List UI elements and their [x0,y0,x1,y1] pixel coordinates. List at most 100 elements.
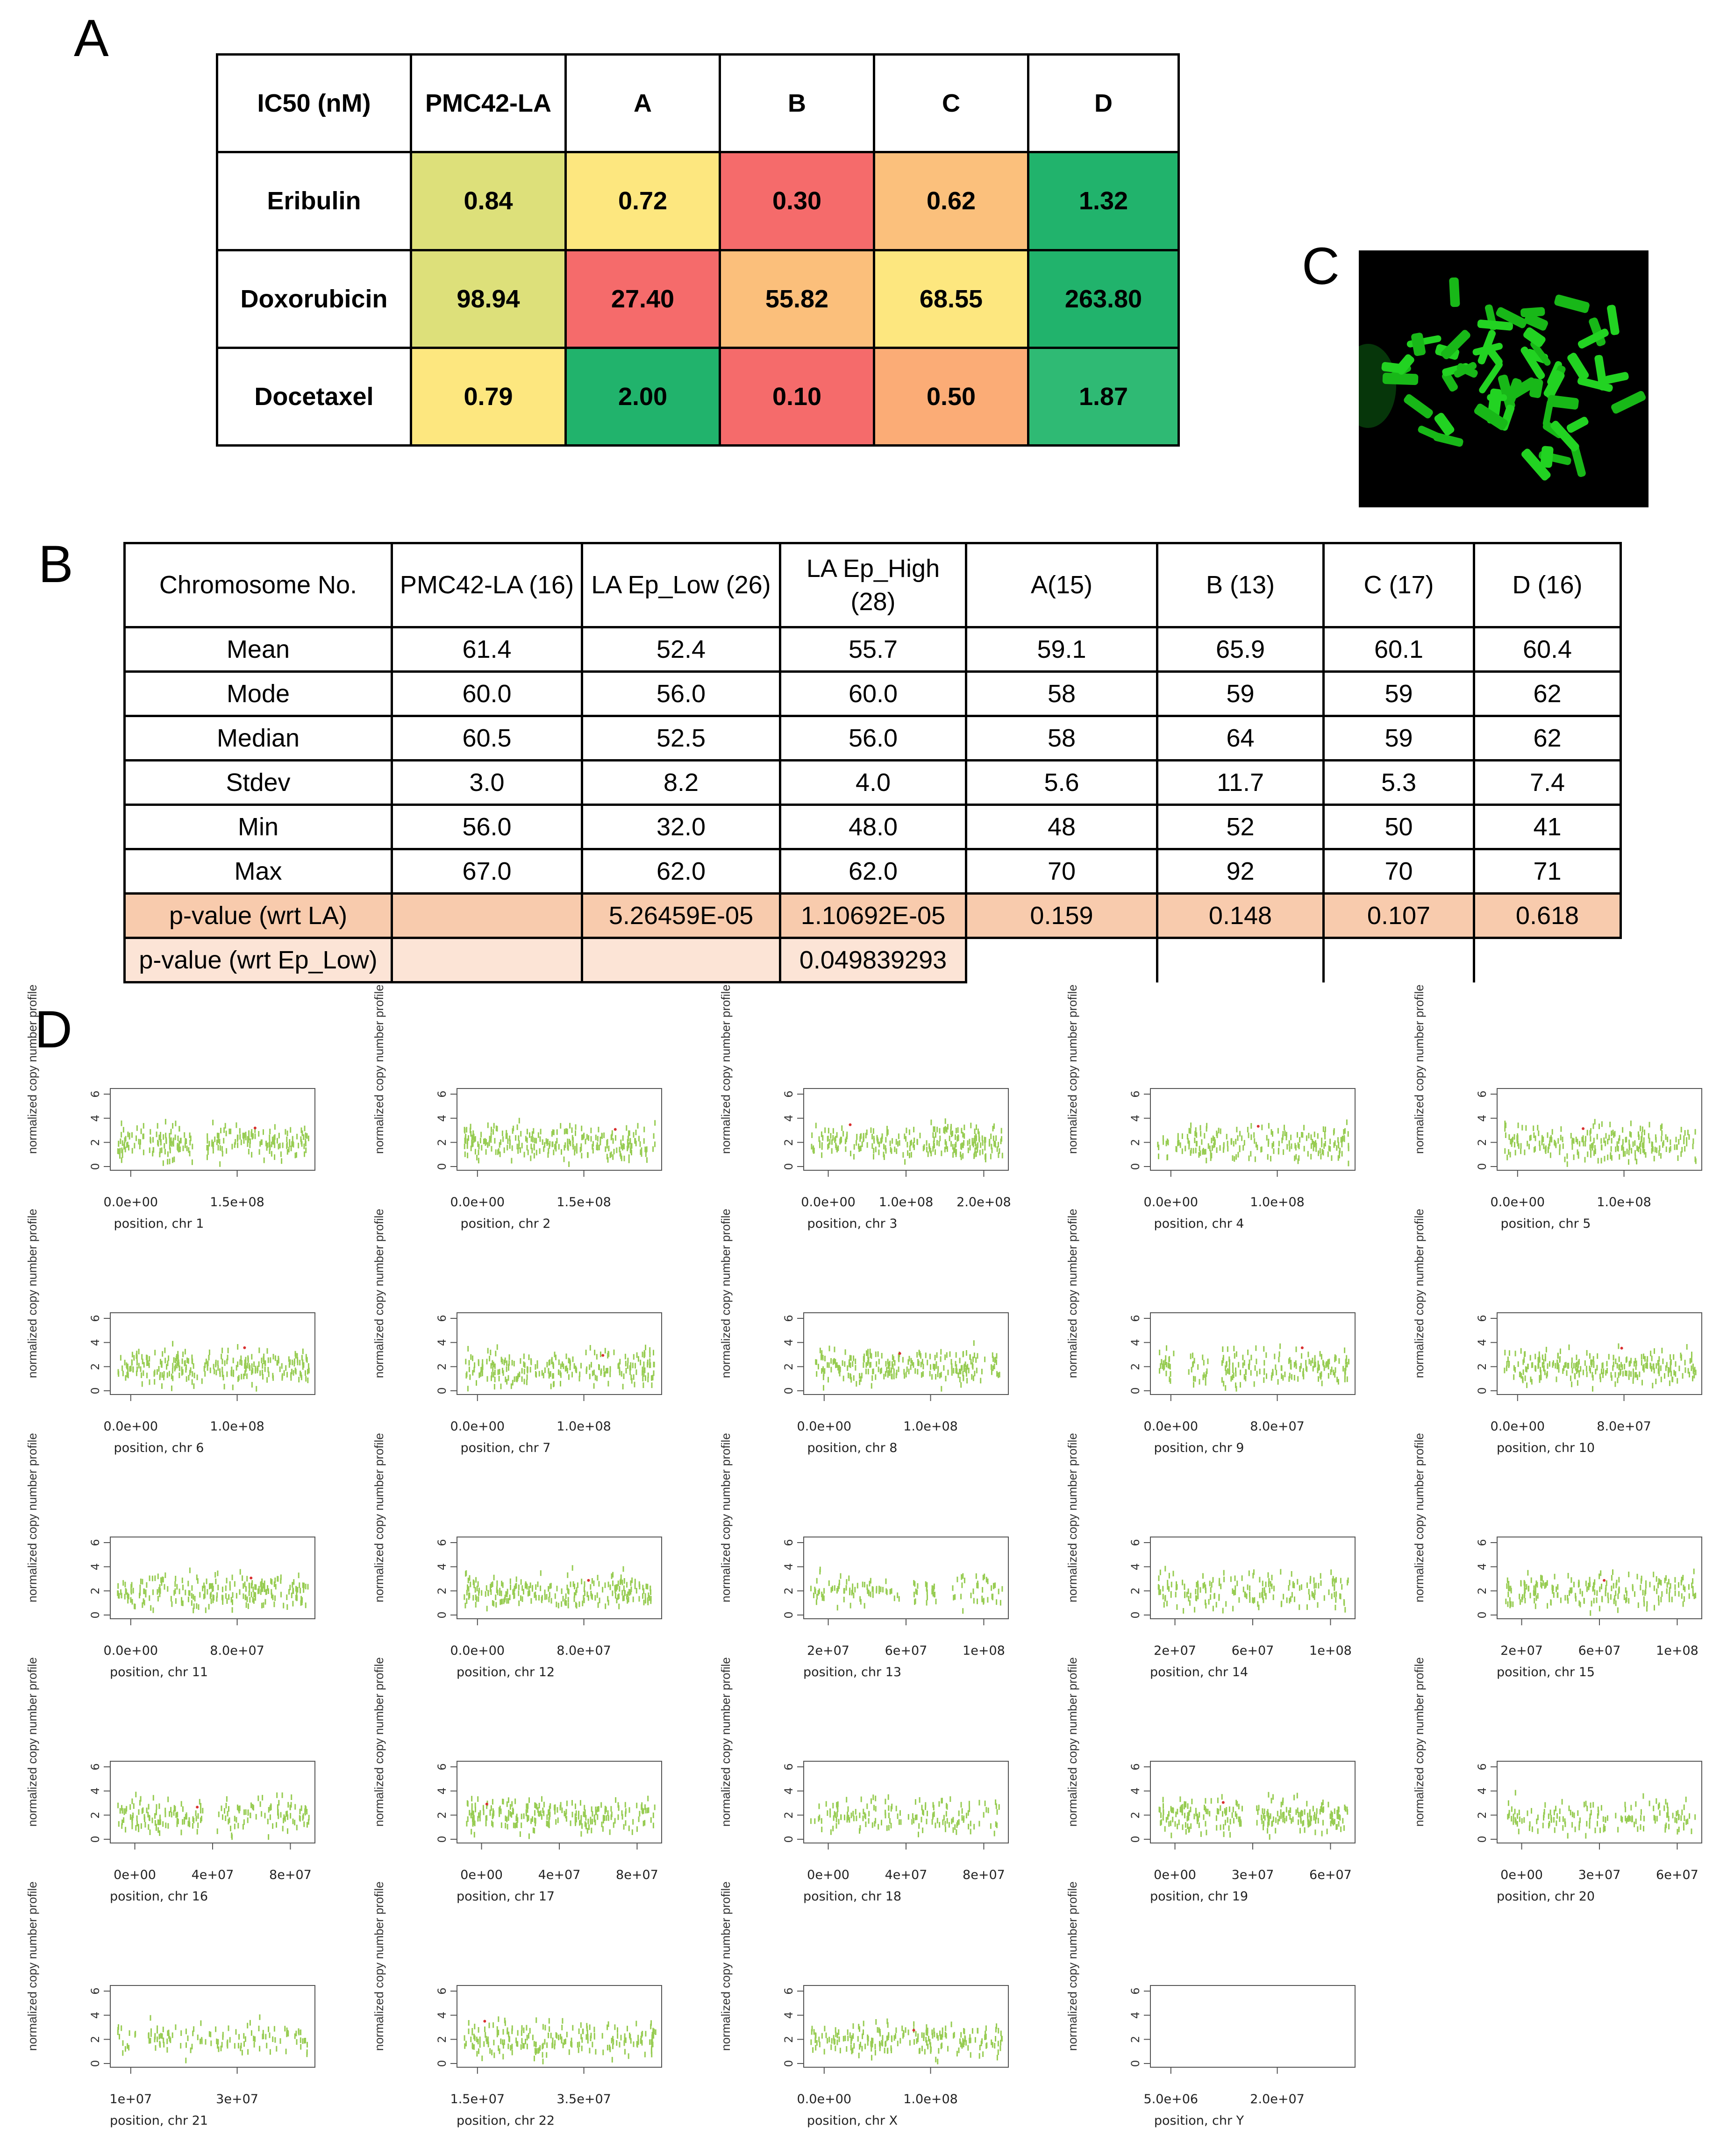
y-tick-label: 0 [1476,1836,1489,1843]
y-tick-label: 2 [435,1139,449,1146]
stat-value: 55.7 [779,626,967,673]
x-tick-label: 6e+07 [1309,1868,1352,1882]
ic50-header-cell: PMC42-LA [410,53,567,154]
plot-frame [1150,1312,1356,1395]
y-tick-label: 4 [1476,1563,1489,1570]
y-tick-label: 6 [89,1315,102,1322]
scatter-plot-area: 0 2 4 6 [782,1985,1009,2074]
y-tick-label: 0 [435,1611,449,1618]
outlier-point [1256,1124,1260,1128]
chromosome-blob [1411,333,1426,356]
ic50-value: 0.79 [410,346,567,447]
chromosome-header-cell: B (13) [1156,542,1325,628]
y-tick-label: 6 [89,1987,102,1994]
x-tick-label: 2e+07 [1500,1644,1543,1658]
chromosome-header-cell: Chromosome No. [123,542,393,628]
y-tick-label: 0 [1129,1163,1142,1170]
y-tick-label: 2 [782,1139,795,1146]
y-tick-label: 2 [435,2036,449,2043]
x-tick-label: 0.0e+00 [1490,1195,1545,1210]
copy-number-plot: normalized copy number profile 0 2 4 6 0.0e+0… [351,984,683,1238]
copy-number-plot: normalized copy number profile 0 2 4 6 0e+00 3… [1392,1657,1723,1911]
scatter-plot-area: 0 2 4 6 [1476,1761,1702,1850]
stat-name: Min [123,804,393,850]
chromosome-blob [1382,373,1419,385]
stat-value: 48 [965,804,1158,850]
ic50-value: 55.82 [719,249,875,349]
y-tick-label: 0 [1129,2060,1142,2067]
y-tick-label: 4 [435,1563,449,1570]
chromosome-blob [1442,371,1458,392]
copy-number-plot: normalized copy number profile 0 2 4 6 0.0e+0… [1392,984,1723,1238]
chromosome-blob [1487,394,1507,401]
y-tick-label: 2 [782,1812,795,1819]
copy-number-points [464,2016,657,2064]
plot-frame [803,1761,1009,1843]
stat-value: 56.0 [391,804,583,850]
stat-value: 5.3 [1322,759,1475,806]
y-tick-label: 2 [782,1587,795,1594]
outlier-point [1300,1346,1304,1349]
y-tick-label: 6 [435,1090,449,1097]
x-axis-title: position, chr 2 [460,1217,551,1231]
stat-value: 59.1 [965,626,1158,673]
y-tick-label: 0 [1129,1387,1142,1394]
copy-number-points [1504,1343,1697,1392]
copy-number-plot: normalized copy number profile 0 2 4 6 0.0e+0… [1045,1209,1377,1462]
x-tick-label: 0.0e+00 [450,1419,505,1434]
y-tick-label: 4 [89,2012,102,2019]
x-tick-label: 0.0e+00 [103,1644,158,1658]
y-tick-label: 2 [435,1812,449,1819]
x-tick-label: 4e+07 [538,1868,581,1882]
copy-number-plot: normalized copy number profile 0 2 4 6 0.0e+0… [5,1209,336,1462]
x-tick-label: 1.0e+08 [1250,1195,1305,1210]
outlier-point [1620,1346,1623,1350]
y-tick-label: 0 [782,1387,795,1394]
stat-value: 32.0 [581,804,781,850]
outlier-point [250,1576,253,1580]
stat-value: 5.6 [965,759,1158,806]
chromosome-header-cell: PMC42-LA (16) [391,542,583,628]
stat-value: 52.4 [581,626,781,673]
copy-number-plot: normalized copy number profile 0 2 4 6 0e+00 4… [5,1657,336,1911]
y-tick-label: 2 [89,1812,102,1819]
scatter-plot-area: 0 2 4 6 [1476,1537,1702,1625]
pvalue-value: 5.26459E-05 [581,892,781,939]
stat-name: Mean [123,626,393,673]
y-tick-label: 4 [1129,1115,1142,1122]
ic50-value: 263.80 [1027,249,1180,349]
x-tick-label: 3.5e+07 [557,2092,611,2106]
copy-number-points [810,2018,1003,2064]
chromosome-blob [1524,313,1548,331]
chromosome-blob [1607,305,1620,335]
copy-number-plot: normalized copy number profile 0 2 4 6 2e+07 6… [1392,1433,1723,1686]
pvalue-value: 0.148 [1156,892,1325,939]
y-tick-label: 4 [1129,1787,1142,1794]
x-tick-label: 8.0e+07 [1250,1419,1305,1434]
ic50-header-cell: IC50 (nM) [216,53,412,154]
x-axis-title: position, chr 1 [114,1217,204,1231]
copy-number-plot: normalized copy number profile 0 2 4 6 0.0e+0… [5,984,336,1238]
y-tick-label: 4 [89,1563,102,1570]
copy-number-plot: normalized copy number profile 0 2 4 6 1e+07 3… [5,1881,336,2135]
x-axis-title: position, chr 4 [1154,1217,1244,1231]
x-tick-label: 8.0e+07 [1597,1419,1651,1434]
x-tick-label: 1.0e+08 [1597,1195,1651,1210]
plot-frame [110,1312,315,1395]
y-tick-label: 4 [782,2012,795,2019]
chromosome-header-cell: C (17) [1322,542,1475,628]
pvalue-value: 1.10692E-05 [779,892,967,939]
scatter-plot-area: 0 2 4 6 [782,1537,1009,1625]
stat-value: 70 [1322,848,1475,895]
y-tick-label: 4 [89,1339,102,1346]
y-tick-label: 4 [89,1115,102,1122]
x-axis-title: position, chr X [806,2113,898,2128]
x-axis-title: position, chr 15 [1496,1665,1595,1679]
ic50-value: 98.94 [410,249,567,349]
stat-value: 62.0 [581,848,781,895]
copy-number-points [117,1567,309,1614]
copy-number-plot: normalized copy number profile 0 2 4 6 2e+07 6… [1045,1433,1377,1686]
y-tick-label: 4 [435,1787,449,1794]
chromosome-blob [1485,345,1503,366]
chromosome-blob [1433,433,1463,447]
